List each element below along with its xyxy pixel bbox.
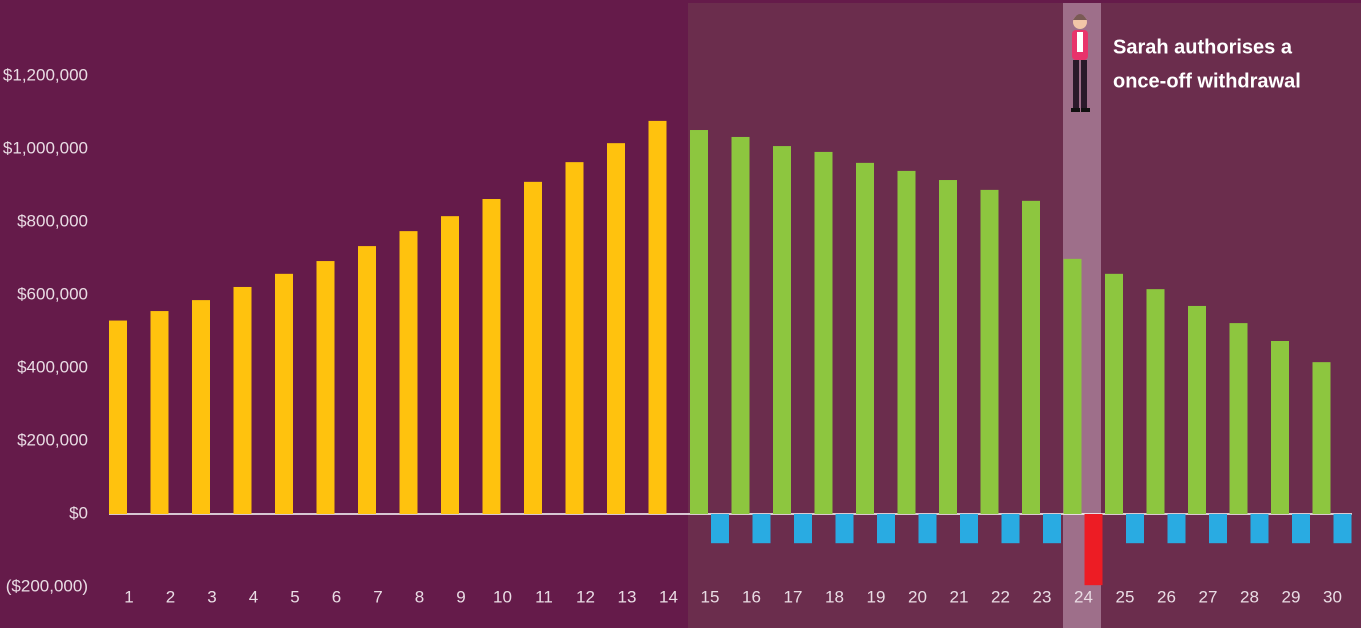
bar	[794, 514, 812, 544]
bar	[814, 151, 833, 515]
y-tick-label: $0	[69, 503, 88, 522]
x-tick-label: 7	[373, 587, 382, 606]
bar	[233, 286, 252, 514]
x-tick-label: 22	[991, 587, 1010, 606]
bar	[897, 170, 916, 514]
x-tick-label: 8	[415, 587, 424, 606]
bar	[877, 514, 895, 544]
x-tick-label: 17	[784, 587, 803, 606]
bar	[1126, 514, 1144, 544]
bar	[648, 120, 667, 515]
x-tick-label: 27	[1199, 587, 1218, 606]
bar	[1188, 305, 1206, 514]
bar	[1271, 340, 1289, 514]
person-icon	[1071, 14, 1090, 112]
bar	[192, 300, 210, 514]
bar	[939, 180, 957, 514]
bar	[316, 261, 335, 514]
bar	[1333, 514, 1352, 544]
x-tick-label: 2	[166, 587, 175, 606]
bar	[524, 181, 542, 514]
x-tick-label: 16	[742, 587, 761, 606]
x-tick-label: 18	[825, 587, 844, 606]
bar	[1105, 273, 1123, 514]
x-tick-label: 19	[867, 587, 886, 606]
bar	[1312, 362, 1331, 514]
x-tick-label: 20	[908, 587, 927, 606]
bar	[399, 231, 418, 514]
x-tick-label: 10	[493, 587, 512, 606]
bar	[731, 136, 750, 514]
x-tick-label: 9	[456, 587, 465, 606]
bar	[773, 146, 791, 514]
bar	[1084, 514, 1103, 586]
bar	[690, 130, 708, 514]
x-tick-label: 14	[659, 587, 678, 606]
x-tick-label: 25	[1116, 587, 1135, 606]
bar	[1292, 514, 1310, 544]
x-tick-label: 12	[576, 587, 595, 606]
bar	[1043, 514, 1061, 544]
bar	[1167, 514, 1186, 544]
bar	[275, 273, 293, 514]
bar	[1146, 289, 1165, 514]
x-tick-label: 11	[535, 587, 553, 606]
bar	[918, 514, 937, 544]
bar	[358, 246, 376, 514]
x-tick-label: 23	[1033, 587, 1052, 606]
x-tick-label: 4	[249, 587, 258, 606]
y-tick-label: $1,200,000	[3, 65, 88, 84]
x-tick-label: 29	[1282, 587, 1301, 606]
bar	[711, 514, 729, 544]
bar	[856, 162, 874, 514]
x-tick-label: 26	[1157, 587, 1176, 606]
bar	[1022, 200, 1040, 514]
bar	[980, 189, 999, 514]
y-tick-label: $400,000	[17, 357, 88, 376]
bar	[441, 216, 459, 514]
bar	[150, 311, 169, 514]
x-tick-label: 6	[332, 587, 341, 606]
bar	[960, 514, 978, 544]
bar	[1001, 514, 1020, 544]
bar	[109, 320, 127, 514]
bar	[1209, 514, 1227, 544]
bar	[482, 199, 501, 514]
bar	[1250, 514, 1269, 544]
bar	[607, 143, 625, 514]
bar	[752, 514, 771, 544]
y-tick-label: $200,000	[17, 430, 88, 449]
x-tick-label: 21	[950, 587, 969, 606]
x-tick-label: 15	[701, 587, 720, 606]
y-tick-label: $800,000	[17, 211, 88, 230]
x-tick-label: 3	[207, 587, 216, 606]
x-tick-label: 24	[1074, 587, 1093, 606]
x-tick-label: 28	[1240, 587, 1259, 606]
bar	[1063, 258, 1082, 514]
x-tick-label: 1	[124, 587, 133, 606]
bar	[835, 514, 854, 544]
bar	[565, 162, 584, 514]
x-tick-label: 5	[290, 587, 299, 606]
y-tick-label: $600,000	[17, 284, 88, 303]
annotation: Sarah authorises a	[1113, 36, 1293, 58]
x-tick-label: 13	[618, 587, 637, 606]
bar	[1229, 323, 1248, 514]
y-tick-label: ($200,000)	[6, 576, 88, 595]
y-tick-label: $1,000,000	[3, 138, 88, 157]
x-tick-label: 30	[1323, 587, 1342, 606]
annotation: once-off withdrawal	[1113, 70, 1301, 92]
